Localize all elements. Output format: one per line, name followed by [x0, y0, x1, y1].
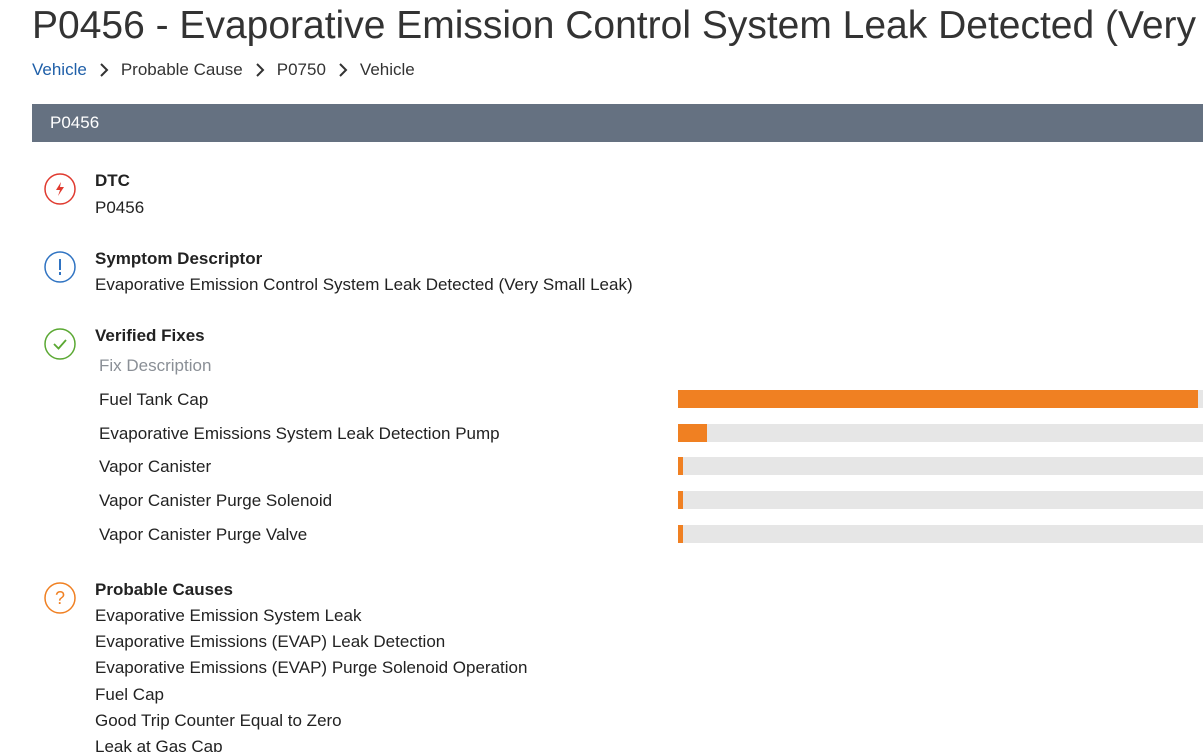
- fix-name: Vapor Canister Purge Solenoid: [99, 491, 333, 511]
- chevron: [256, 63, 265, 77]
- svg-text:?: ?: [55, 588, 65, 608]
- cause-item: Evaporative Emissions (EVAP) Leak Detect…: [95, 632, 446, 652]
- fixes-icon: [44, 328, 76, 360]
- dtc-icon: [44, 173, 76, 205]
- breadcrumb: Vehicle Probable Cause P0750 Vehicle: [32, 60, 415, 80]
- fix-bar: [678, 524, 684, 543]
- chevron: [339, 63, 348, 77]
- fix-bar: [678, 491, 684, 510]
- cause-item: Evaporative Emission System Leak: [95, 606, 362, 625]
- fix-track: [678, 524, 1203, 543]
- breadcrumb-item[interactable]: Vehicle: [32, 60, 87, 79]
- breadcrumb-item[interactable]: P0750: [276, 60, 326, 79]
- fix-bar: [678, 390, 1198, 408]
- cause-item: Good Trip Counter Equal to Zero: [95, 710, 342, 730]
- fix-name: Vapor Canister: [99, 457, 212, 477]
- fix-track: [678, 491, 1203, 510]
- cause-item: Evaporative Emissions (EVAP) Purge Solen…: [95, 658, 528, 678]
- fix-track: [678, 390, 1203, 408]
- panel-title: P0456: [50, 113, 100, 132]
- fix-name: Evaporative Emissions System Leak Detect…: [99, 423, 500, 443]
- section-label: Symptom Descriptor: [95, 249, 263, 268]
- section-value: Evaporative Emission Control System Leak…: [95, 275, 633, 294]
- chevron: [100, 63, 109, 77]
- section-value: P0456: [95, 198, 145, 217]
- page-title: P0456 - Evaporative Emission Control Sys…: [32, 4, 1197, 47]
- section-label: DTC: [95, 171, 130, 190]
- panel-header: P0456: [32, 104, 1203, 142]
- cause-item: Leak at Gas Cap: [95, 737, 223, 752]
- breadcrumb-item: Vehicle: [359, 60, 415, 79]
- section-label: Verified Fixes: [95, 326, 205, 345]
- column-header: Fix Description: [99, 356, 212, 375]
- cause-item: Fuel Cap: [95, 684, 164, 704]
- fix-bar: [678, 423, 707, 442]
- fix-name: Fuel Tank Cap: [99, 390, 209, 409]
- fix-track: [678, 423, 1203, 442]
- causes-icon: ?: [44, 582, 76, 614]
- fix-name: Vapor Canister Purge Valve: [99, 524, 308, 544]
- symptom-icon: [44, 251, 76, 283]
- fix-track: [678, 457, 1203, 476]
- section-label: Probable Causes: [95, 580, 233, 599]
- breadcrumb-item[interactable]: Probable Cause: [120, 60, 243, 79]
- fix-bar: [678, 457, 684, 476]
